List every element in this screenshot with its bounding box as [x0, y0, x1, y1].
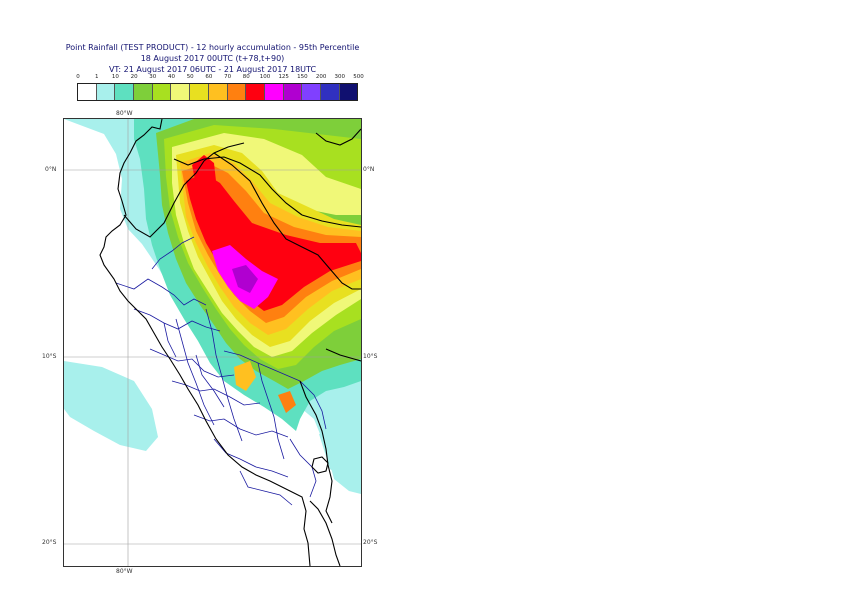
peru-brazil-border: [213, 152, 361, 290]
legend-swatch: [246, 84, 265, 100]
rain-1-10-sw: [64, 361, 158, 451]
legend-label: 100: [259, 74, 271, 80]
province-border-13: [163, 322, 177, 358]
rain-pocket-south: [234, 361, 256, 391]
legend-swatch: [171, 84, 191, 100]
lon-label-bottom: 80°W: [116, 568, 133, 575]
legend-label: 125: [278, 74, 289, 80]
map-svg: [64, 119, 361, 566]
rain-pocket-south-red: [278, 391, 296, 413]
province-border-10: [223, 350, 301, 382]
legend-swatches: [77, 83, 359, 101]
lat-label-10-left: 10°S: [42, 353, 57, 360]
legend-swatch: [96, 84, 116, 100]
legend-swatch: [302, 84, 321, 100]
legend-label: 1: [94, 74, 99, 80]
legend-swatch: [320, 84, 340, 100]
ecuador-peru-border: [123, 142, 245, 238]
rain-125-150: [232, 265, 258, 293]
province-border-8: [175, 318, 215, 426]
chile-border: [309, 500, 341, 566]
legend-label: 50: [186, 74, 194, 80]
coastline: [99, 119, 311, 566]
title-line-1: Point Rainfall (TEST PRODUCT) - 12 hourl…: [65, 43, 360, 52]
legend-swatch: [115, 84, 135, 100]
national-borders: [99, 119, 361, 566]
bolivia-inner-border: [325, 348, 361, 362]
province-border-3: [149, 348, 235, 378]
color-legend: 0 1 10 20 30 40 50 60 70 80 100 125 150 200 300 500: [76, 74, 364, 101]
lon-label-top: 80°W: [116, 110, 133, 117]
province-border-2: [133, 308, 221, 332]
legend-swatch: [208, 84, 228, 100]
legend-swatch: [78, 84, 97, 100]
legend-label: 30: [149, 74, 157, 80]
legend-label: 60: [205, 74, 213, 80]
chart-title: Point Rainfall (TEST PRODUCT) - 12 hourl…: [0, 42, 425, 75]
legend-swatch: [227, 84, 247, 100]
title-line-3: VT: 21 August 2017 06UTC - 21 August 201…: [108, 65, 317, 74]
legend-label: 300: [334, 74, 346, 80]
legend-swatch: [190, 84, 209, 100]
legend-label: 150: [297, 74, 308, 80]
title-line-2: 18 August 2017 00UTC (t+78,t+90): [140, 54, 285, 63]
legend-swatch: [134, 84, 153, 100]
legend-swatch: [339, 84, 358, 100]
legend-label: 70: [224, 74, 232, 80]
province-border-1: [115, 278, 207, 306]
rainfall-map: [63, 118, 362, 567]
lat-label-0-left: 0°N: [45, 166, 57, 173]
lake-titicaca: [311, 456, 329, 474]
peru-bolivia-border: [299, 380, 333, 524]
legend-swatch: [152, 84, 172, 100]
graticule: [64, 119, 361, 566]
legend-swatch: [283, 84, 303, 100]
rainfall-field: [64, 119, 361, 494]
province-border-14: [151, 236, 195, 270]
lat-label-20-left: 20°S: [42, 539, 57, 546]
lat-label-20-right: 20°S: [363, 539, 378, 546]
legend-label: 20: [130, 74, 138, 80]
province-border-15: [299, 380, 327, 430]
province-border-12: [195, 354, 225, 408]
province-border-5: [193, 414, 289, 438]
legend-label: 0: [76, 74, 80, 80]
brazil-north-border: [315, 128, 361, 146]
legend-labels: 0 1 10 20 30 40 50 60 70 80 100 125 150 200 300 500: [76, 74, 364, 83]
legend-label: 10: [111, 74, 119, 80]
lat-label-0-right: 0°N: [363, 166, 375, 173]
legend-label: 40: [168, 74, 175, 80]
brazil-inner-border: [301, 214, 361, 228]
legend-label: 500: [353, 74, 364, 80]
province-border-11: [257, 362, 285, 460]
legend-label: 200: [315, 74, 327, 80]
province-border-9: [205, 308, 243, 442]
rain-80-100-north: [192, 155, 216, 191]
peru-colombia-border: [173, 156, 303, 216]
legend-label: 80: [242, 74, 250, 80]
lat-label-10-right: 10°S: [363, 353, 378, 360]
rain-1-10-se: [319, 429, 361, 484]
province-border-7: [239, 470, 293, 506]
legend-swatch: [264, 84, 284, 100]
province-border-6: [213, 438, 289, 478]
